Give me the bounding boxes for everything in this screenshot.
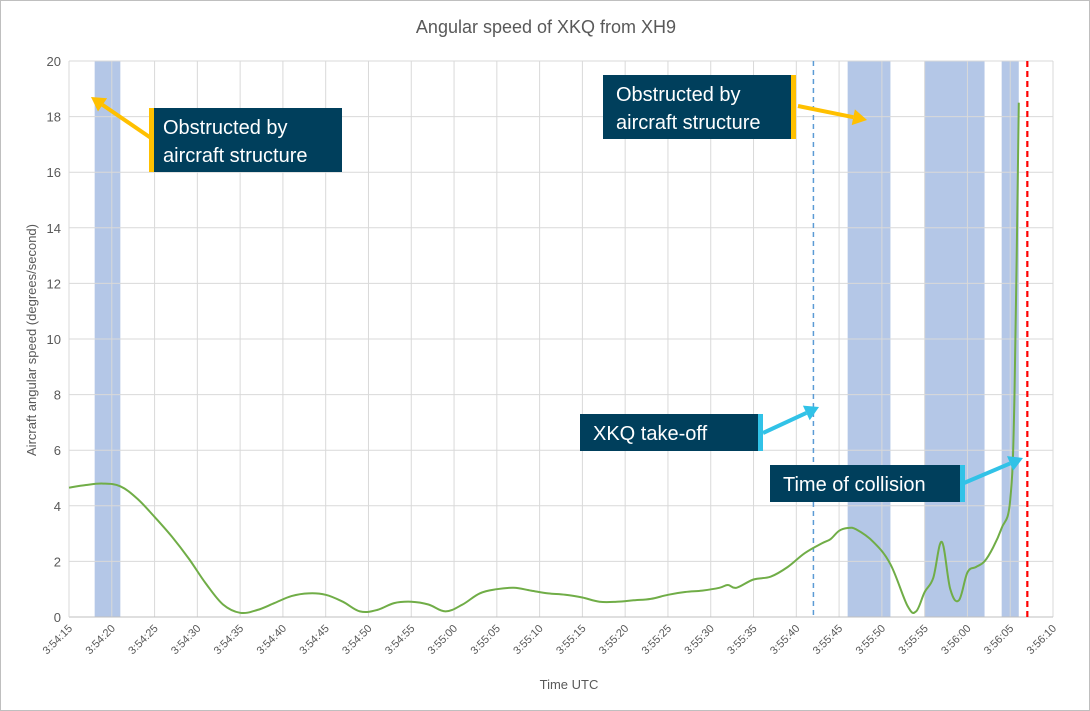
x-tick-label: 3:55:50 [854,623,888,657]
event-lines [812,61,1029,617]
callout-box [770,465,965,502]
callout-arrow-shaft [762,411,808,435]
y-tick-label: 12 [47,276,61,291]
x-tick-label: 3:55:45 [811,623,845,657]
x-tick-label: 3:55:35 [725,623,759,657]
chart-title: Angular speed of XKQ from XH9 [416,17,676,37]
callout-arrow-head [802,405,819,421]
callout-box [580,414,763,451]
x-tick-label: 3:54:20 [83,623,117,657]
callout-text: Obstructed by [616,84,741,106]
x-tick-label: 3:55:10 [511,623,545,657]
callout-box [603,75,796,139]
callout-arrow-head [1007,456,1023,471]
y-tick-label: 0 [54,610,61,625]
x-tick-label: 3:54:40 [255,623,289,657]
callout-text: aircraft structure [163,145,307,167]
x-tick-label: 3:56:05 [982,623,1016,657]
y-tick-label: 14 [47,221,61,236]
angular-speed-line [68,102,1020,615]
series [68,102,1020,615]
callout-text: Obstructed by [163,117,288,139]
callout-accent-stripe [758,414,763,451]
annotation-callout-4: Time of collision [770,456,1023,502]
x-tick-label: 3:55:55 [896,623,930,657]
callout-accent-stripe [791,75,796,139]
x-tick-label: 3:55:25 [640,623,674,657]
x-tick-label: 3:55:05 [468,623,502,657]
y-tick-label: 16 [47,165,61,180]
x-tick-label: 3:54:30 [169,623,203,657]
x-tick-label: 3:55:00 [426,623,460,657]
callout-arrow-shaft [101,103,153,140]
annotation-callout-3: XKQ take-off [580,405,819,451]
x-tick-label: 3:54:55 [383,623,417,657]
y-tick-label: 6 [54,443,61,458]
callout-text: XKQ take-off [593,423,708,445]
callout-arrow-head [91,97,108,112]
x-tick-label: 3:55:40 [768,623,802,657]
x-axis-title: Time UTC [540,677,599,692]
y-tick-label: 4 [54,499,61,514]
annotation-callout-2: Obstructed by aircraft structure [603,75,867,139]
x-tick-label: 3:54:25 [126,623,160,657]
callout-text: aircraft structure [616,112,760,134]
x-tick-label: 3:54:45 [297,623,331,657]
y-tick-label: 2 [54,554,61,569]
y-tick-label: 8 [54,388,61,403]
y-tick-label: 18 [47,110,61,125]
x-tick-label: 3:55:15 [554,623,588,657]
callout-arrow-shaft [963,461,1011,485]
callout-box [149,108,342,172]
axes [68,61,1053,618]
callout-arrow-head [851,109,867,126]
x-tick-label: 3:54:50 [340,623,374,657]
x-tick-label: 3:55:30 [682,623,716,657]
callout-accent-stripe [960,465,965,502]
callout-arrow-shaft [797,104,854,120]
y-tick-label: 10 [47,332,61,347]
callout-text: Time of collision [783,474,926,496]
annotation-callout-1: Obstructed by aircraft structure [91,97,342,172]
x-tick-label: 3:55:20 [597,623,631,657]
y-tick-label: 20 [47,54,61,69]
x-tick-label: 3:54:35 [212,623,246,657]
y-axis-title: Aircraft angular speed (degrees/second) [24,224,39,456]
callout-accent-stripe [149,108,154,172]
x-tick-label: 3:56:10 [1025,623,1059,657]
x-tick-label: 3:56:00 [939,623,973,657]
x-tick-label: 3:54:15 [41,623,75,657]
